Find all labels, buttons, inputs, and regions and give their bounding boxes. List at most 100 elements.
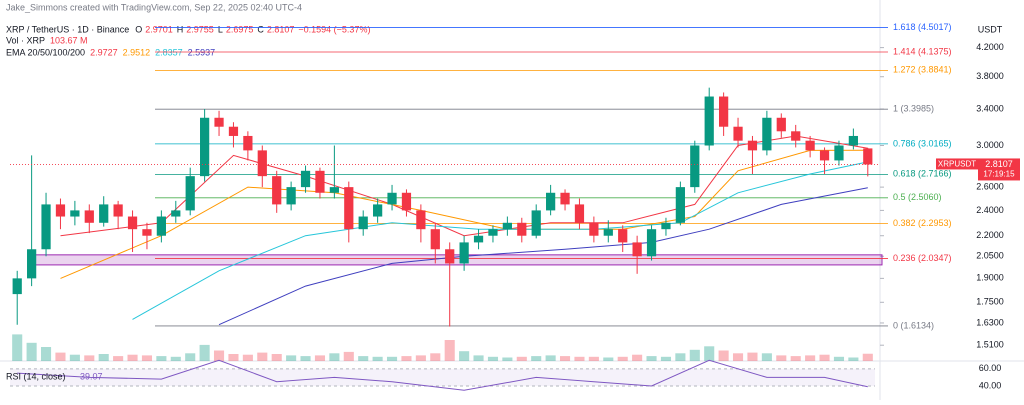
candle-body [401,192,412,211]
candle-body [99,204,109,223]
candle-body [819,150,830,161]
y-tick-label: 2.6000 [976,181,1004,191]
volume-bar [833,356,845,361]
candle-body [863,148,873,165]
volume-bar [185,353,196,361]
volume-bar [84,355,95,361]
y-tick-label: 3.4000 [976,103,1004,113]
candle-body [55,204,66,217]
candle-body [531,210,541,236]
candle-body [791,131,801,141]
candle-body [618,229,628,243]
rsi-value: 39.07 [80,371,103,381]
fib-label: 0.618 (2.7166) [893,169,952,179]
candle-body [12,278,22,295]
candle-body [704,96,714,146]
candle-body [502,222,512,230]
unit: USDT [978,24,1003,34]
candle-body [84,210,94,223]
candle-body [473,235,484,243]
candle-body [574,204,585,223]
volume-bar [271,354,282,361]
volume-bar [358,356,369,361]
rsi-tick-label: 40.00 [979,380,1002,390]
candle-body [373,204,383,217]
ema-label: EMA 20/50/100/200 [6,47,85,57]
ohlc-value: 2.6975 [226,24,254,34]
y-tick-label: 1.6300 [976,317,1004,327]
candle-body [41,204,51,250]
volume-bar [487,356,499,361]
candle-body [646,229,657,257]
candle-body [27,249,37,279]
candle-body [632,242,642,257]
candle-body [127,216,138,230]
symbol: XRP / TetherUS · 1D · Binance [6,24,129,34]
rsi-title: RSI (14, close) [6,371,66,381]
volume-bar [40,347,52,361]
candle-body [445,249,455,264]
volume-bar [588,356,599,361]
volume-bar [213,350,225,361]
candle-body [200,117,210,177]
legend: XRP / TetherUS · 1D · Binance O 2.9701 H 2.9… [6,24,370,57]
fib-label: 1.272 (3.8841) [893,65,952,75]
ema-value: 2.9727 [90,47,118,57]
ema-value: 2.8357 [155,47,183,57]
y-tick-label: 1.5100 [976,340,1004,350]
price-tag: 2.8107 [985,159,1013,169]
volume-bar [401,356,412,361]
ohlc-key: H [177,24,184,34]
fib-label: 1.618 (4.5017) [893,22,952,32]
candle-body [834,145,844,161]
ema-value: 2.5937 [188,47,216,57]
ohlc-value: 2.9755 [186,24,214,34]
volume-bar [689,349,700,361]
candle-body [272,176,282,205]
rsi-line [17,359,868,391]
y-tick-label: 3.8000 [976,71,1004,81]
volume-bar [314,355,326,361]
volume-bar [675,353,686,361]
volume-bar [531,356,542,361]
volume-bar [790,356,801,361]
candle-body [113,204,123,217]
volume-bar [574,356,585,361]
ohlc-key: C [257,24,264,34]
candle-body [459,242,469,264]
symbol-tag-box [936,158,978,170]
candle-body [690,145,700,188]
volume-bar [805,355,816,361]
volume-bar [98,354,109,361]
volume-bar [545,355,556,361]
fib-label: 0 (1.6134) [893,320,934,330]
candle-body [344,187,354,230]
volume-label: Vol · XRP [6,35,45,45]
volume-bar [459,351,470,361]
candle-body [719,96,729,127]
y-tick-label: 2.0500 [976,251,1004,261]
volume-bar [848,357,859,361]
fib-label: 0.236 (2.0347) [893,253,952,263]
candle-body [517,222,527,236]
candle-body [416,210,426,230]
candle-body [70,210,80,217]
candle-body [546,192,556,211]
y-tick-label: 3.0000 [976,140,1004,150]
y-tick-label: 2.2000 [976,230,1004,240]
candle-body [747,140,758,151]
volume-bar [776,355,787,361]
volume-bar [603,357,614,361]
volume-bar [257,352,268,361]
candle-body [387,192,397,205]
candle-body [762,117,772,151]
y-tick-label: 1.7500 [976,297,1004,307]
change: −0.1594 (−5.37%) [298,24,370,34]
fib-label: 0.5 (2.5060) [893,192,942,202]
volume-bar [372,356,383,361]
volume-bar [199,344,210,361]
rsi-tick-label: 60.00 [979,363,1002,373]
volume-bar [761,353,772,361]
